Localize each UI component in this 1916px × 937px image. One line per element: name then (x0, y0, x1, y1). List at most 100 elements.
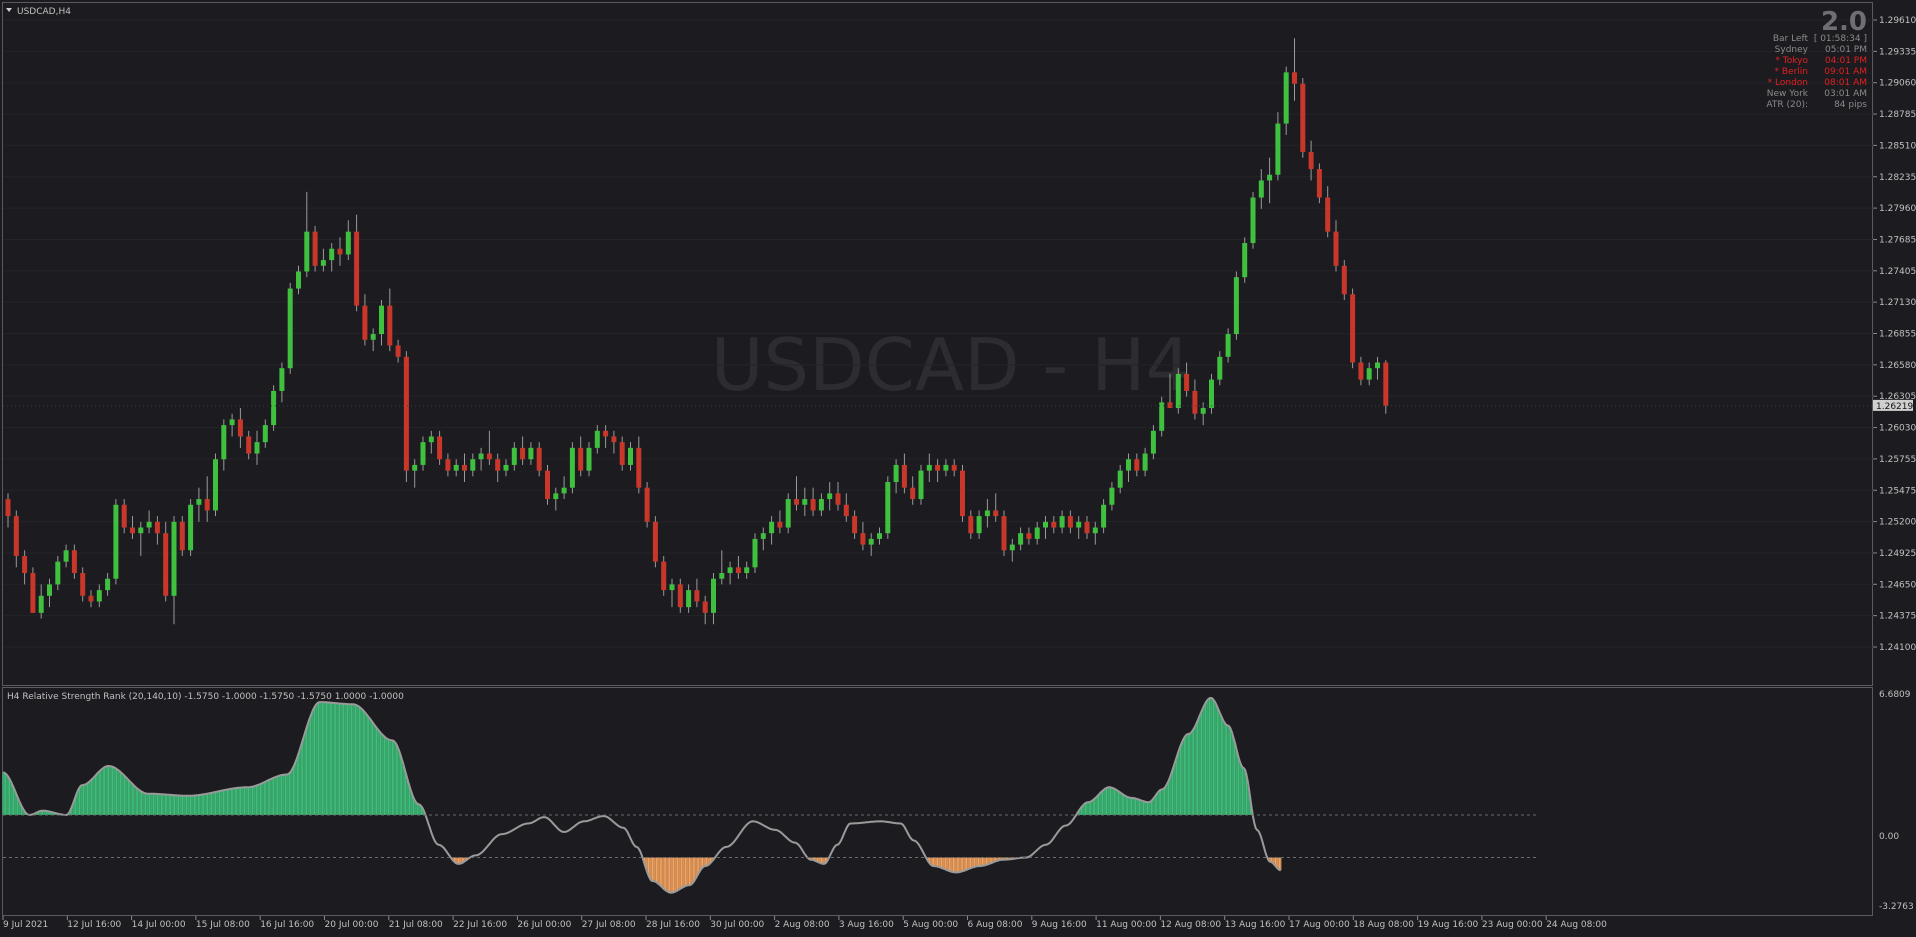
bear-candle (437, 436, 443, 460)
time-tick-label: 2 Aug 08:00 (775, 920, 830, 930)
info-row-label: * Berlin (1775, 67, 1808, 77)
bull-candle (984, 510, 990, 517)
bull-candle (752, 538, 758, 568)
bear-candle (5, 499, 11, 517)
bull-candle (221, 425, 227, 460)
time-tick-label: 13 Aug 16:00 (1225, 920, 1286, 930)
symbol-label[interactable]: USDCAD,H4 (17, 7, 71, 17)
info-row-value: 03:01 AM (1824, 89, 1867, 99)
price-tick-label: 1.29335 (1879, 47, 1916, 57)
price-tick-label: 1.28510 (1879, 141, 1916, 151)
indicator-axis-label: -3.2763 (1879, 902, 1914, 912)
bull-candle (1200, 408, 1206, 414)
time-tick-label: 18 Aug 08:00 (1353, 920, 1414, 930)
bull-candle (1109, 487, 1115, 505)
bull-candle (1250, 197, 1256, 244)
bear-candle (1300, 83, 1306, 152)
bear-candle (910, 487, 916, 500)
bear-candle (960, 470, 965, 517)
price-tick-label: 1.24375 (1879, 612, 1916, 622)
bull-candle (1366, 368, 1372, 380)
price-tick-label: 1.24100 (1879, 643, 1916, 653)
bear-candle (154, 521, 160, 534)
bear-candle (935, 464, 941, 471)
bear-candle (901, 464, 907, 488)
bull-candle (1076, 521, 1082, 528)
bull-candle (744, 567, 750, 574)
bull-candle (453, 464, 459, 471)
current-price-marker: 1.26219 (3, 399, 1913, 412)
bear-candle (536, 447, 542, 471)
bull-candle (1059, 516, 1065, 528)
bull-candle (196, 499, 202, 505)
info-rows: Bar Left [ 01:58:34 ] Sydney 05:01 PM * Toky… (1766, 34, 1867, 110)
bull-candle (329, 248, 335, 261)
indicator-axis-label: 0.00 (1879, 832, 1899, 842)
bear-candle (1308, 152, 1314, 170)
bull-candle (926, 464, 932, 471)
bull-candle (1117, 470, 1123, 488)
bull-candle (1101, 504, 1107, 528)
bull-candle (1018, 533, 1024, 545)
bull-candle (719, 573, 725, 579)
info-row-value: 84 pips (1834, 100, 1867, 110)
bear-candle (387, 305, 393, 346)
price-tick-label: 1.26305 (1879, 392, 1916, 402)
bear-candle (163, 533, 169, 596)
bear-candle (403, 356, 409, 471)
bull-candle (38, 595, 44, 613)
bear-candle (486, 453, 492, 460)
bull-candle (320, 260, 326, 266)
time-tick-label: 9 Jul 2021 (3, 920, 48, 930)
bear-candle (777, 521, 783, 528)
bull-candle (428, 436, 434, 443)
bull-candle (1209, 379, 1214, 409)
bull-candle (55, 561, 61, 585)
bull-candle (569, 447, 575, 488)
bear-candle (644, 487, 650, 522)
bear-candle (661, 561, 667, 591)
bull-candle (1267, 174, 1273, 181)
time-tick-label: 14 Jul 00:00 (132, 920, 186, 930)
bear-candle (1333, 231, 1339, 266)
bull-candle (827, 493, 833, 500)
bear-candle (860, 533, 866, 545)
bull-candle (669, 584, 675, 591)
bear-candle (121, 504, 127, 528)
info-row-value: [ 01:58:34 ] (1814, 34, 1867, 44)
price-tick-label: 1.25755 (1879, 455, 1916, 465)
bull-candle (686, 590, 692, 608)
price-pane-frame (2, 2, 1873, 686)
time-tick-label: 19 Aug 16:00 (1418, 920, 1479, 930)
bull-candle (279, 368, 285, 391)
bear-candle (1292, 72, 1297, 84)
bull-candle (511, 447, 517, 465)
price-tick-label: 1.25200 (1879, 518, 1916, 528)
bear-candle (462, 464, 467, 471)
bull-candle (1034, 527, 1040, 539)
info-row-value: 09:01 AM (1824, 67, 1867, 77)
bear-candle (246, 436, 252, 454)
bull-candle (1258, 180, 1264, 198)
bull-candle (1142, 453, 1148, 471)
current-price-label: 1.26219 (1876, 402, 1913, 412)
bull-candle (254, 442, 260, 454)
candles-group (5, 38, 1389, 625)
dropdown-triangle-icon[interactable] (6, 8, 12, 12)
time-tick-label: 21 Jul 08:00 (389, 920, 443, 930)
bull-candle (1009, 544, 1015, 551)
bull-candle (769, 521, 775, 534)
price-tick-label: 1.27405 (1879, 267, 1916, 277)
bear-candle (1167, 402, 1173, 409)
bull-candle (138, 527, 144, 534)
bull-candle (586, 447, 592, 471)
bull-candle (478, 453, 484, 460)
price-tick-label: 1.26580 (1879, 361, 1916, 371)
bear-candle (578, 447, 584, 471)
info-row-label: New York (1767, 89, 1809, 99)
bull-candle (1233, 277, 1239, 335)
bull-candle (296, 271, 301, 289)
symbol-label-group[interactable]: USDCAD,H4 (6, 7, 71, 17)
time-tick-label: 27 Jul 08:00 (582, 920, 636, 930)
